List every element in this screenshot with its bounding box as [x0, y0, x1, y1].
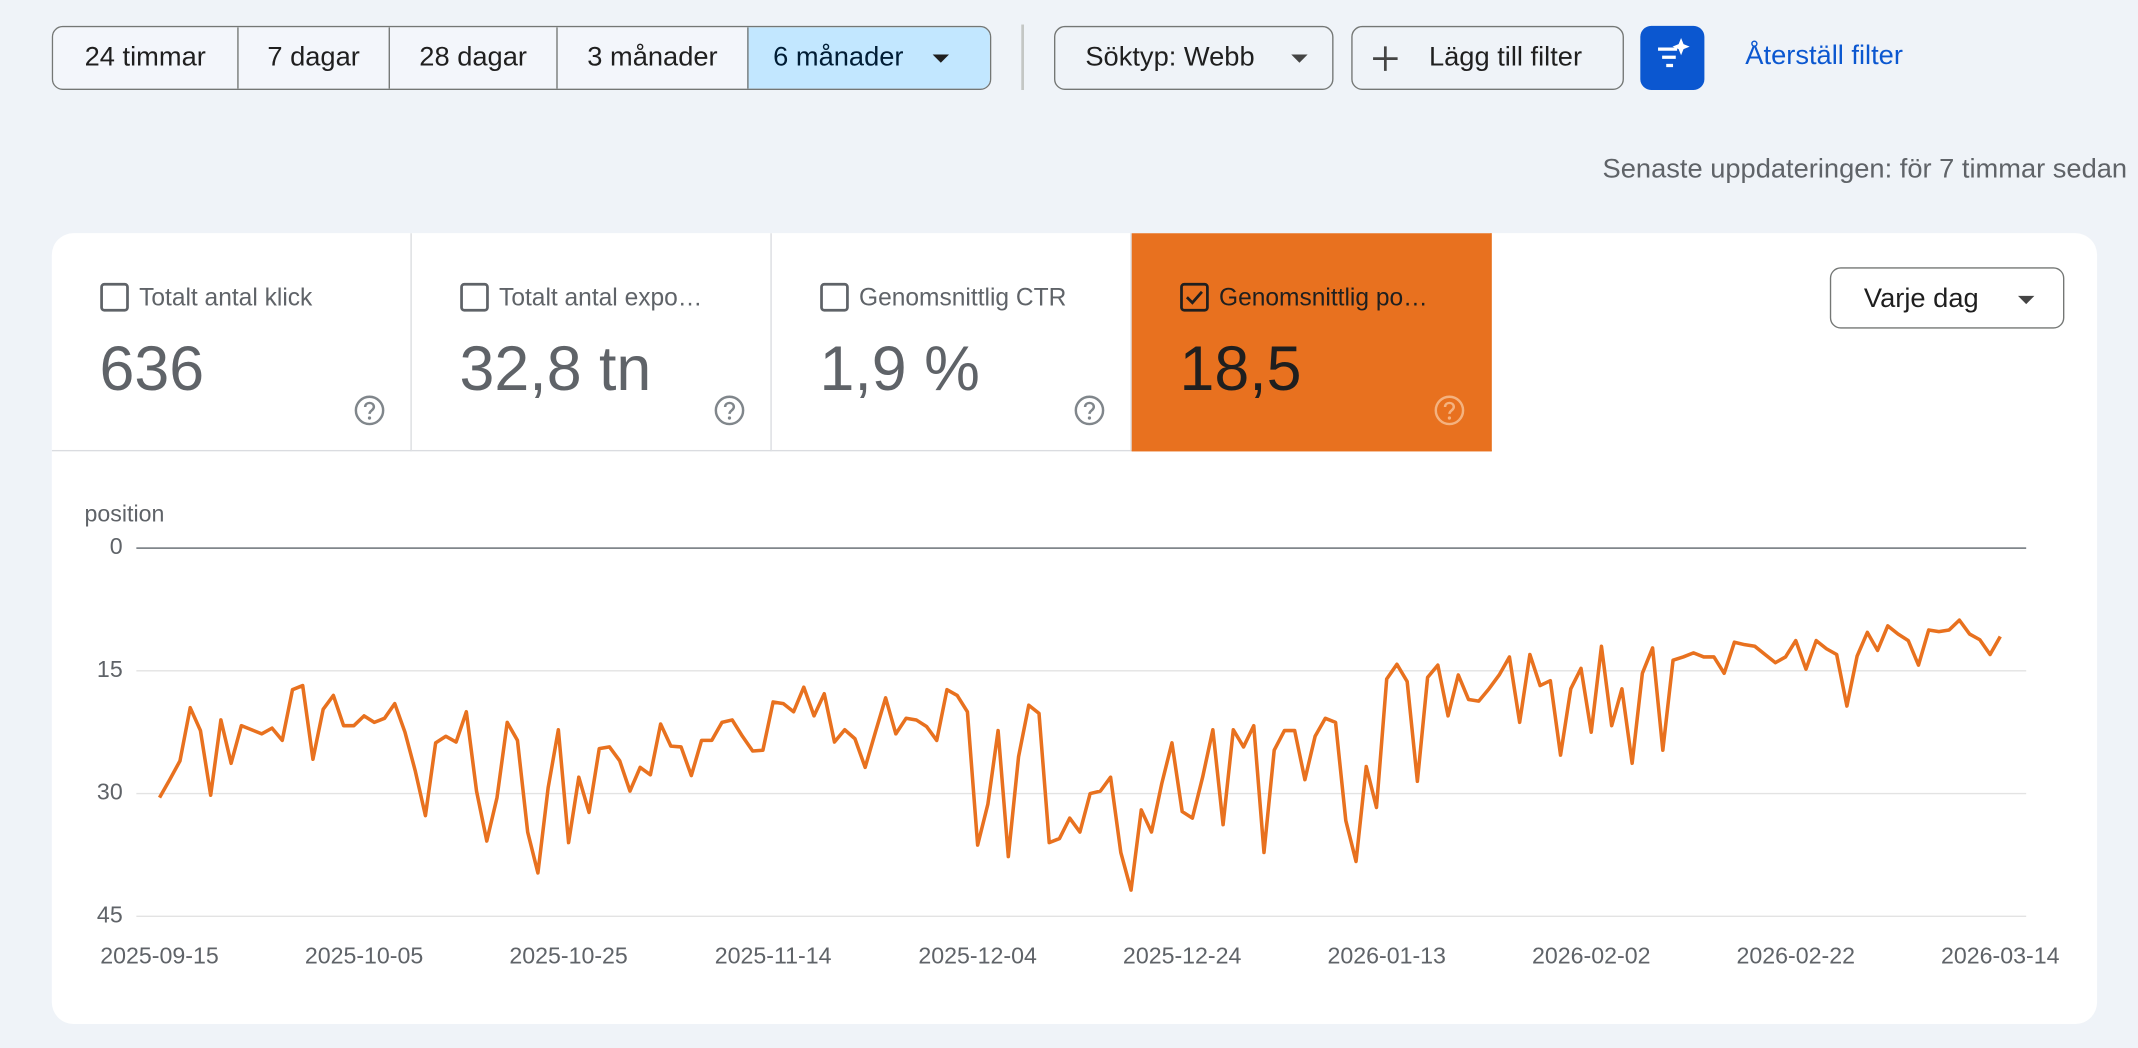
metric-value: 32,8 tn: [459, 332, 652, 404]
range-button[interactable]: 24 timmar: [53, 27, 238, 89]
interval-dropdown[interactable]: Varje dag: [1829, 267, 2065, 329]
help-dot: [727, 416, 732, 420]
help-icon: [354, 395, 385, 426]
metric-tile[interactable]: Totalt antal klick 636: [51, 233, 412, 452]
help-icon: [1074, 395, 1105, 426]
metric-label: Totalt antal expo…: [499, 283, 703, 311]
metric-tile[interactable]: Genomsnittlig CTR 1,9 %: [771, 233, 1132, 452]
metric-label: Genomsnittlig CTR: [859, 283, 1067, 311]
arrow-shape: [932, 53, 949, 63]
range-label: 3 månader: [587, 42, 718, 73]
y-tick-label: 15: [97, 656, 123, 682]
x-tick-label: 2025-11-14: [715, 942, 832, 968]
help-circle: [1434, 395, 1465, 426]
x-tick-label: 2025-10-25: [509, 942, 627, 968]
search-type-button[interactable]: Söktyp: Webb: [1054, 25, 1334, 90]
help-dot: [1447, 416, 1452, 420]
metric-label: Genomsnittlig po…: [1218, 283, 1428, 311]
search-type-label: Söktyp: Webb: [1085, 42, 1255, 73]
y-tick-label: 30: [97, 779, 123, 805]
interval-label: Varje dag: [1863, 283, 1979, 314]
checkbox: [460, 282, 489, 312]
help-mark: [363, 401, 376, 415]
dropdown-arrow: [2018, 295, 2035, 305]
x-tick-label: 2025-12-24: [1123, 942, 1242, 968]
data-line: [157, 618, 2002, 892]
metric-value: 636: [99, 332, 205, 404]
checkbox-box: [460, 282, 489, 312]
x-tick-label: 2026-03-14: [1941, 942, 2060, 968]
last-updated: Senaste uppdateringen: för 7 timmar seda…: [1602, 154, 2128, 185]
x-tick-label: 2026-01-13: [1327, 942, 1445, 968]
divider: [1021, 24, 1025, 90]
help-mark: [1083, 401, 1096, 415]
dropdown-arrow: [932, 53, 949, 63]
help-icon: [714, 395, 745, 426]
range-button[interactable]: 28 dagar: [388, 27, 557, 89]
filter-icon-button[interactable]: [1640, 25, 1705, 90]
help-circle: [354, 395, 385, 426]
dropdown-arrow: [1291, 54, 1308, 63]
help-mark: [723, 401, 736, 415]
help-circle: [1074, 395, 1105, 426]
range-selector: 24 timmar 7 dagar 28 dagar 3 månader 6 månad…: [51, 25, 992, 90]
metric-tile[interactable]: Genomsnittlig po… 18,5: [1131, 233, 1492, 452]
range-label: 28 dagar: [419, 42, 527, 73]
checkbox-box: [1180, 282, 1209, 312]
y-axis-label: position: [85, 501, 165, 527]
add-filter-button[interactable]: Lägg till filter: [1351, 25, 1624, 90]
range-button[interactable]: 7 dagar: [237, 27, 389, 89]
help-icon: [1434, 395, 1465, 426]
metric-value: 1,9 %: [819, 332, 980, 404]
metric-label: Totalt antal klick: [139, 283, 313, 311]
range-label: 7 dagar: [267, 42, 360, 73]
range-button[interactable]: 6 månader: [747, 27, 990, 89]
y-tick-label: 45: [97, 901, 123, 927]
x-tick-label: 2025-09-15: [100, 942, 218, 968]
checkbox: [100, 282, 129, 312]
range-button[interactable]: 3 månader: [556, 27, 748, 89]
x-tick-label: 2026-02-02: [1532, 942, 1650, 968]
range-label: 24 timmar: [84, 42, 206, 73]
help-dot: [367, 416, 372, 420]
y-tick-label: 0: [110, 533, 123, 559]
checkbox: [1180, 282, 1209, 312]
add-filter-label: Lägg till filter: [1428, 42, 1583, 73]
checkbox-box: [100, 282, 129, 312]
help-circle: [714, 395, 745, 426]
metric-tile[interactable]: Totalt antal expo… 32,8 tn: [411, 233, 772, 452]
checkmark: [1185, 290, 1203, 305]
checkbox-box: [820, 282, 849, 312]
plus-icon: [1373, 45, 1398, 71]
help-dot: [1087, 416, 1092, 420]
metric-value: 18,5: [1179, 332, 1302, 404]
x-tick-label: 2026-02-22: [1737, 942, 1855, 968]
filter-icon: [1658, 38, 1690, 68]
performance-card: Totalt antal klick 636 Totalt antal expo… 3…: [51, 233, 2098, 1025]
reset-filter-link[interactable]: Återställ filter: [1745, 40, 1903, 71]
x-tick-label: 2025-12-04: [918, 942, 1037, 968]
range-label: 6 månader: [773, 42, 904, 73]
checkbox: [820, 282, 849, 312]
help-mark: [1443, 401, 1456, 415]
x-tick-label: 2025-10-05: [305, 942, 423, 968]
